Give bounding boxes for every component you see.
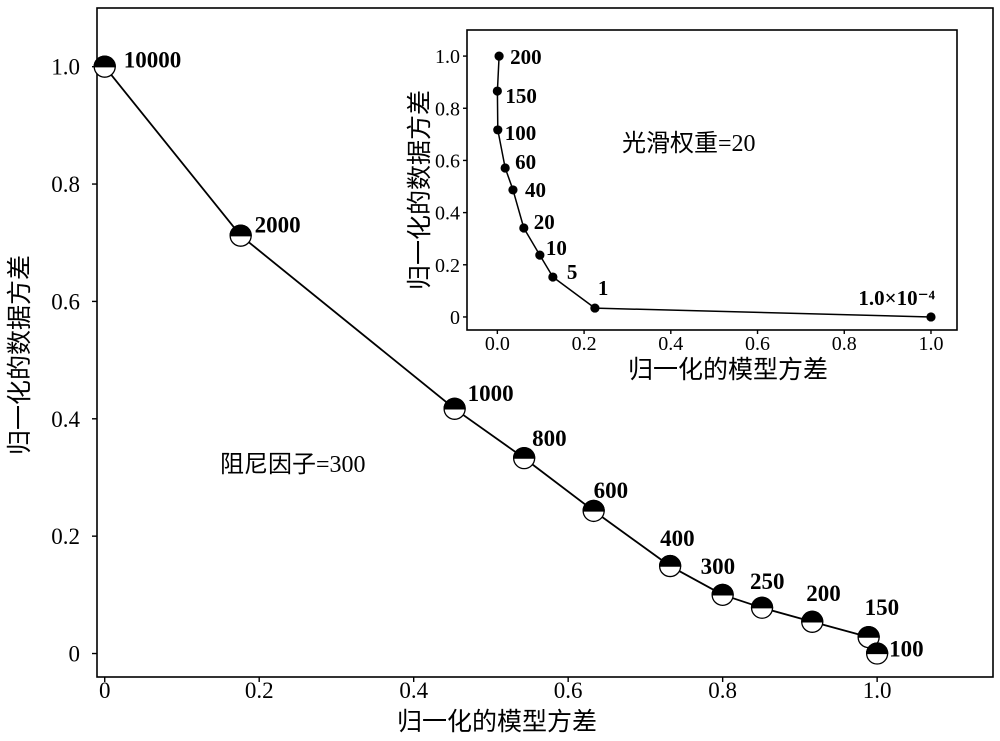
main-x-axis-title: 归一化的模型方差 — [397, 708, 597, 736]
x-tick-label: 0 — [99, 678, 111, 703]
data-point-marker — [750, 596, 774, 619]
marker-upper-half — [750, 596, 774, 609]
x-tick-label: 0.6 — [554, 678, 583, 703]
x-tick-label: 0.2 — [572, 333, 597, 355]
data-point-label: 150 — [865, 595, 900, 620]
inset-chart: 0.0 0.2 0.4 0.6 0.8 1.000.20.40.60.81.0 200150… — [435, 29, 958, 355]
x-tick-label: 0.8 — [832, 333, 857, 355]
data-point-marker — [926, 312, 936, 322]
y-tick-label: 0.6 — [51, 289, 80, 314]
marker-upper-half — [857, 626, 880, 638]
data-point-marker — [590, 303, 600, 313]
inset-x-axis: 0.0 0.2 0.4 0.6 0.8 1.0 — [485, 330, 943, 355]
main-y-axis-title: 归一化的数据方差 — [6, 255, 34, 455]
data-point-marker — [711, 583, 734, 606]
data-point-label: 60 — [515, 150, 536, 174]
x-tick-label: 0.8 — [708, 678, 737, 703]
y-tick-label: 1.0 — [435, 46, 460, 68]
data-point-marker — [93, 55, 116, 78]
y-tick-label: 0.8 — [435, 98, 460, 120]
data-point-marker — [801, 610, 824, 633]
inset-annotation: 光滑权重=20 — [622, 130, 756, 157]
data-point-marker — [512, 446, 536, 470]
data-point-marker — [494, 51, 504, 61]
y-tick-label: 0.2 — [51, 524, 80, 549]
data-point-label: 5 — [567, 260, 578, 284]
data-point-label: 800 — [532, 426, 567, 451]
x-tick-label: 1.0 — [863, 678, 892, 703]
inset-y-axis-title: 归一化的数据方差 — [406, 90, 434, 290]
data-point-label: 300 — [701, 554, 736, 579]
marker-upper-half — [711, 583, 734, 596]
main-x-axis: 0 0.2 0.4 0.6 0.8 1.0 — [99, 677, 892, 703]
marker-upper-half — [229, 224, 252, 237]
data-point-label: 600 — [594, 478, 629, 503]
y-tick-label: 0.2 — [435, 255, 460, 277]
data-point-marker — [229, 224, 252, 247]
data-point-label: 250 — [750, 569, 785, 594]
marker-upper-half — [443, 397, 466, 410]
data-point-label: 2000 — [255, 213, 301, 238]
main-annotation: 阻尼因子=300 — [220, 452, 366, 478]
y-tick-label: 0 — [450, 307, 460, 329]
y-tick-label: 0.6 — [435, 150, 460, 172]
inset-plot-frame — [466, 29, 958, 331]
y-tick-label: 0.4 — [51, 407, 80, 432]
data-point-label: 1 — [598, 276, 609, 300]
data-point-marker — [493, 125, 503, 135]
y-tick-label: 0.8 — [51, 172, 80, 197]
data-point-label: 20 — [534, 210, 555, 234]
data-point-label: 1.0×10⁻⁴ — [858, 286, 935, 310]
data-point-label: 10000 — [124, 48, 182, 73]
y-tick-label: 0.4 — [435, 203, 460, 225]
marker-upper-half — [582, 499, 605, 512]
marker-upper-half — [512, 447, 536, 459]
data-point-label: 150 — [505, 84, 537, 108]
data-point-marker — [548, 272, 558, 282]
marker-upper-half — [93, 55, 116, 68]
data-point-label: 400 — [660, 526, 695, 551]
x-tick-label: 0.4 — [658, 333, 683, 355]
inset-y-axis: 0 0.2 0.4 0.6 0.8 1.0 — [435, 46, 467, 329]
inset-x-axis-title: 归一化的模型方差 — [628, 356, 828, 384]
marker-upper-half — [801, 610, 824, 623]
marker-upper-half — [865, 642, 889, 655]
data-point-marker — [535, 250, 545, 260]
y-tick-label: 1.0 — [51, 55, 80, 80]
marker-upper-half — [658, 555, 682, 567]
data-point-marker — [508, 185, 518, 195]
x-tick-label: 1.0 — [918, 333, 943, 355]
data-point-label: 40 — [525, 178, 546, 202]
x-tick-label: 0.0 — [485, 333, 510, 355]
y-tick-label: 0 — [69, 642, 81, 667]
data-point-marker — [492, 86, 502, 96]
data-point-marker — [500, 163, 510, 173]
data-point-label: 200 — [510, 45, 542, 69]
data-point-label: 200 — [806, 581, 841, 606]
x-tick-label: 0.6 — [745, 333, 770, 355]
data-point-label: 100 — [505, 121, 537, 145]
data-point-marker — [857, 625, 880, 649]
data-point-marker — [443, 397, 466, 420]
data-point-marker — [658, 554, 682, 578]
series-line — [496, 55, 932, 318]
x-tick-label: 0.4 — [399, 678, 428, 703]
data-point-marker — [582, 499, 605, 523]
x-tick-label: 0.2 — [245, 678, 274, 703]
data-point-marker — [519, 223, 529, 233]
data-point-label: 1000 — [468, 381, 514, 406]
data-point-label: 100 — [889, 637, 924, 662]
data-point-label: 10 — [546, 236, 567, 260]
data-point-marker — [865, 642, 889, 665]
main-y-axis: 0 0.2 0.4 0.6 0.8 1.0 — [51, 55, 97, 667]
